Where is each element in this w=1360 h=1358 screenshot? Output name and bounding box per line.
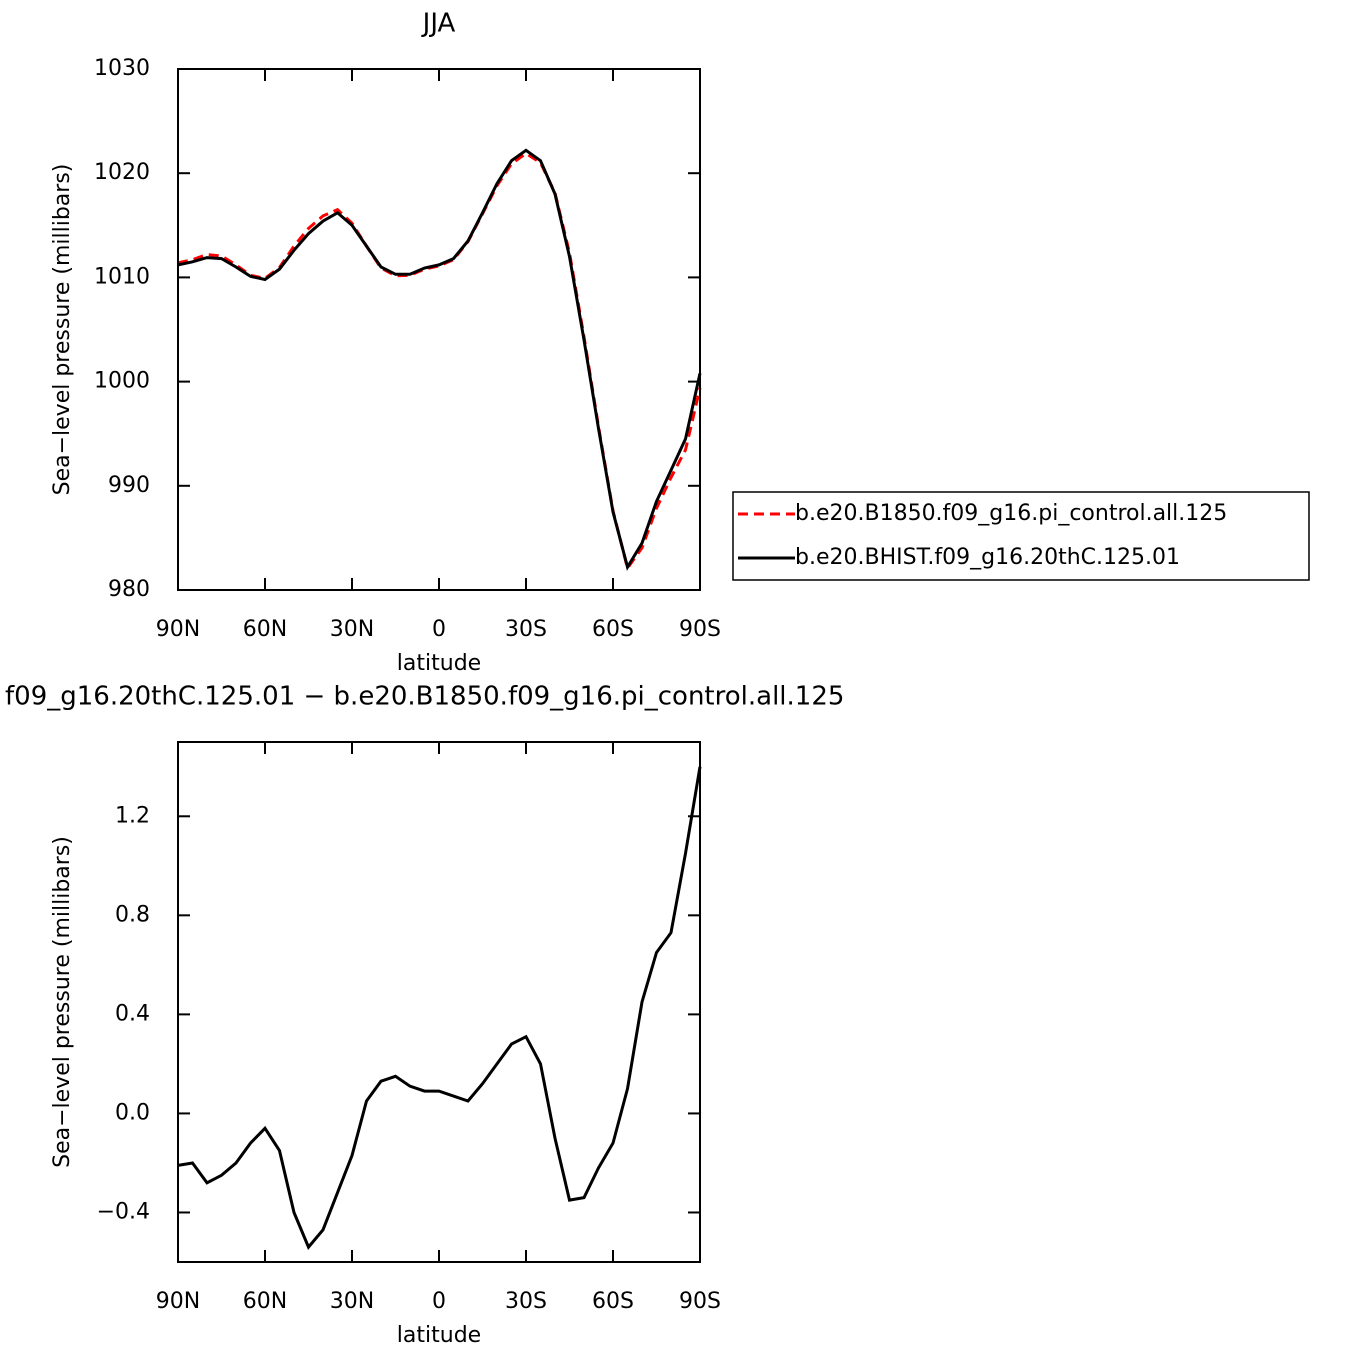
series-line xyxy=(177,148,702,571)
series-line xyxy=(177,151,702,572)
chart-title: f09_g16.20thC.125.01 − b.e20.B1850.f09_g… xyxy=(5,682,844,712)
y-tick-label: 0.8 xyxy=(115,902,150,927)
x-tick-label: 0 xyxy=(432,1289,446,1314)
y-tick-label: 1030 xyxy=(94,56,150,81)
x-tick-label: 30N xyxy=(330,617,374,642)
chart-title: JJA xyxy=(421,9,456,39)
y-axis-label: Sea−level pressure (millibars) xyxy=(50,836,75,1168)
y-tick-label: 0.0 xyxy=(115,1100,150,1125)
y-tick-label: 1000 xyxy=(94,369,150,394)
y-tick-label: −0.4 xyxy=(97,1199,150,1224)
legend-label: b.e20.B1850.f09_g16.pi_control.all.125 xyxy=(795,501,1227,526)
x-tick-label: 60S xyxy=(592,1289,634,1314)
plot-frame xyxy=(177,68,701,591)
x-tick-label: 90S xyxy=(679,1289,721,1314)
series-line xyxy=(177,766,702,1250)
x-tick-label: 0 xyxy=(432,617,446,642)
x-tick-label: 90N xyxy=(156,1289,200,1314)
x-tick-label: 90S xyxy=(679,617,721,642)
legend-label: b.e20.BHIST.f09_g16.20thC.125.01 xyxy=(795,545,1180,570)
x-axis-label: latitude xyxy=(397,651,481,676)
y-tick-label: 990 xyxy=(108,473,150,498)
x-tick-label: 30N xyxy=(330,1289,374,1314)
x-tick-label: 60N xyxy=(243,617,287,642)
x-tick-label: 30S xyxy=(505,617,547,642)
x-axis-label: latitude xyxy=(397,1323,481,1348)
y-tick-label: 0.4 xyxy=(115,1001,150,1026)
y-tick-label: 1020 xyxy=(94,160,150,185)
y-axis-label: Sea−level pressure (millibars) xyxy=(50,164,75,496)
legend-box xyxy=(732,491,1310,581)
y-tick-label: 980 xyxy=(108,577,150,602)
y-tick-label: 1010 xyxy=(94,264,150,289)
x-tick-label: 30S xyxy=(505,1289,547,1314)
x-tick-label: 90N xyxy=(156,617,200,642)
x-tick-label: 60N xyxy=(243,1289,287,1314)
x-tick-label: 60S xyxy=(592,617,634,642)
plot-frame xyxy=(177,741,701,1263)
y-tick-label: 1.2 xyxy=(115,803,150,828)
